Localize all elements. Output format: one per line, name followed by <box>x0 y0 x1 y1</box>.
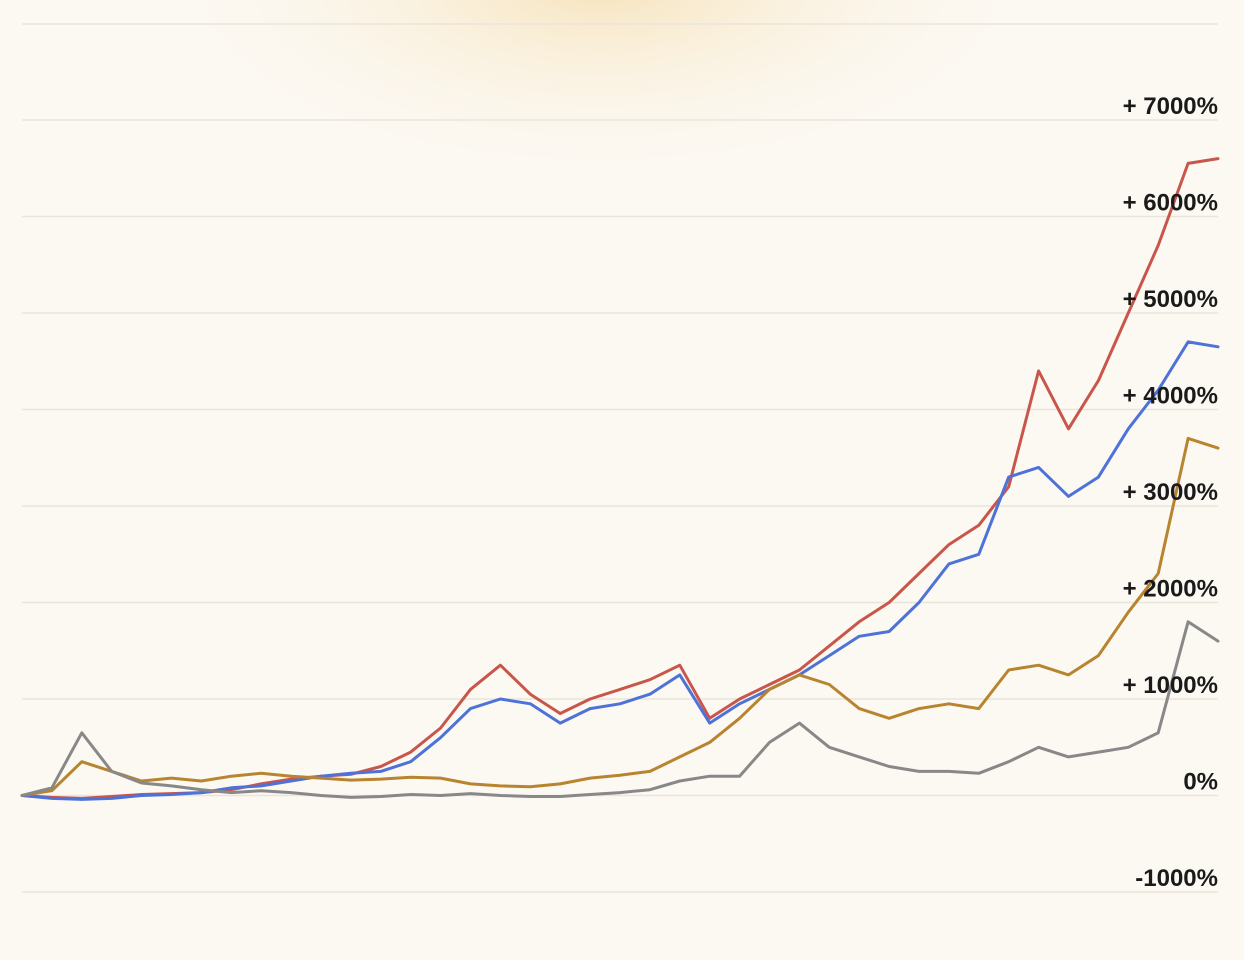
y-tick-label: + 5000% <box>1123 286 1218 313</box>
series-line-2 <box>20 340 1220 801</box>
series-lines <box>20 157 1220 801</box>
y-tick-label: + 7000% <box>1123 93 1218 120</box>
series-line-3 <box>20 436 1220 797</box>
y-tick-label: + 2000% <box>1123 576 1218 603</box>
y-axis-labels: + 7000% + 6000% + 5000% + 4000% + 3000% + 200… <box>1123 93 1218 892</box>
series-line-4 <box>20 620 1220 799</box>
y-tick-label: + 6000% <box>1123 190 1218 217</box>
y-tick-label: + 3000% <box>1123 479 1218 506</box>
y-tick-label: 0% <box>1183 769 1218 796</box>
y-tick-label: -1000% <box>1135 865 1218 892</box>
y-tick-label: + 4000% <box>1123 383 1218 410</box>
grid <box>22 23 1218 893</box>
y-tick-label: + 1000% <box>1123 672 1218 699</box>
